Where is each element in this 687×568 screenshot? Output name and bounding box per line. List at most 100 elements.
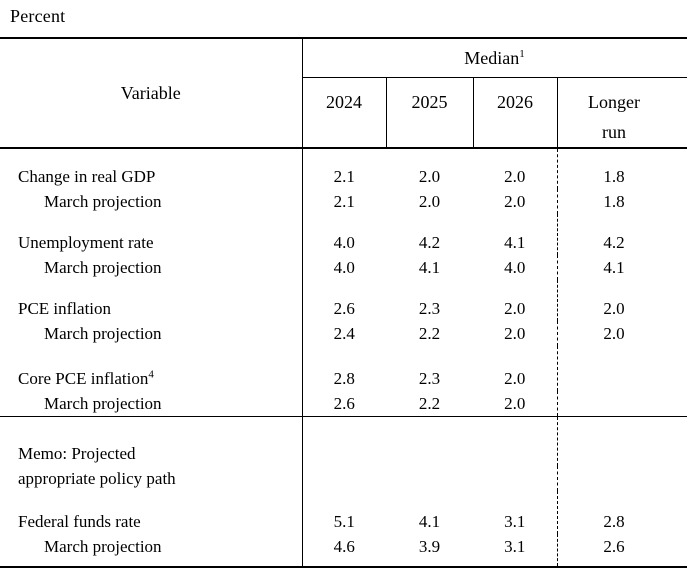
median-header-text: Median — [464, 47, 520, 68]
table-row: March projection 4.6 3.9 3.1 2.6 — [0, 534, 687, 567]
row-label-text: PCE inflation — [18, 299, 112, 318]
value-cell: 2.0 — [418, 192, 441, 211]
value-cell — [302, 466, 386, 491]
row-label-text: March projection — [44, 192, 162, 211]
value-cell: 2.1 — [333, 192, 355, 211]
value-cell: 4.2 — [418, 233, 441, 252]
longer-run-header-line1: Longer — [588, 92, 641, 112]
value-cell: 2.4 — [333, 324, 355, 343]
value-cell: 2.0 — [473, 321, 558, 346]
row-label-text: March projection — [44, 394, 162, 413]
year-header-2026: 2026 — [473, 77, 558, 149]
value-cell: 4.2 — [603, 233, 625, 252]
row-label: March projection — [0, 321, 303, 346]
row-label: March projection — [0, 189, 303, 214]
table-row: Federal funds rate 5.1 4.1 3.1 2.8 — [0, 491, 687, 534]
memo-label-text: appropriate policy path — [18, 469, 176, 488]
value-cell: 2.6 — [333, 299, 355, 318]
row-label-text: March projection — [44, 258, 162, 277]
projections-table: Variable Median1 2024 2025 2026 Longer r… — [0, 37, 687, 568]
row-label: March projection — [0, 534, 303, 567]
value-cell: 2.8 — [603, 512, 625, 531]
value-cell: 1.8 — [603, 192, 625, 211]
value-cell: 4.6 — [333, 537, 355, 556]
value-cell — [473, 466, 558, 491]
value-cell: 4.1 — [418, 258, 441, 277]
value-cell: 2.2 — [418, 324, 441, 343]
value-cell: 4.1 — [473, 214, 558, 255]
unit-label: Percent — [10, 6, 66, 26]
row-label-text: Unemployment rate — [18, 233, 154, 252]
header-row-years: 2024 2025 2026 Longer run — [0, 77, 687, 149]
table-row: March projection 2.1 2.0 2.0 1.8 — [0, 189, 687, 214]
value-cell: 2.0 — [603, 299, 625, 318]
table-row: March projection 2.4 2.2 2.0 2.0 — [0, 321, 687, 346]
footnote-sup: 4 — [148, 368, 154, 381]
value-cell: 2.0 — [603, 324, 625, 343]
memo-label: Memo: Projected — [0, 416, 303, 466]
memo-row: Memo: Projected — [0, 416, 687, 466]
value-cell: 4.0 — [333, 258, 355, 277]
row-label: Federal funds rate — [0, 491, 303, 534]
longer-run-header: Longer run — [557, 77, 687, 149]
value-cell — [386, 416, 473, 466]
row-label-text: Change in real GDP — [18, 167, 156, 186]
value-cell — [473, 416, 558, 466]
year-header-2024: 2024 — [302, 77, 387, 149]
value-cell — [557, 346, 687, 391]
median-footnote-sup: 1 — [519, 47, 525, 60]
row-label: Unemployment rate — [0, 214, 303, 255]
value-cell — [302, 416, 386, 466]
value-cell: 2.2 — [418, 394, 441, 413]
longer-run-header-line2: run — [602, 122, 627, 142]
table-row: March projection 2.6 2.2 2.0 — [0, 391, 687, 417]
value-cell: 3.1 — [473, 534, 558, 567]
table-row: PCE inflation 2.6 2.3 2.0 2.0 — [0, 280, 687, 321]
row-label: March projection — [0, 391, 303, 417]
row-label-text: March projection — [44, 324, 162, 343]
value-cell: 2.0 — [473, 148, 558, 189]
value-cell: 2.3 — [418, 369, 441, 388]
value-cell: 2.0 — [473, 280, 558, 321]
value-cell: 2.6 — [333, 394, 355, 413]
value-cell: 2.0 — [473, 391, 558, 417]
value-cell: 5.1 — [333, 512, 355, 531]
header-row-median: Variable Median1 — [0, 38, 687, 149]
value-cell: 1.8 — [603, 167, 625, 186]
value-cell — [557, 416, 687, 466]
value-cell: 2.1 — [333, 167, 355, 186]
value-cell: 4.1 — [603, 258, 625, 277]
table-row: Change in real GDP 2.1 2.0 2.0 1.8 — [0, 148, 687, 189]
table-row: Core PCE inflation4 2.8 2.3 2.0 — [0, 346, 687, 391]
table-row: March projection 4.0 4.1 4.0 4.1 — [0, 255, 687, 280]
value-cell: 2.3 — [418, 299, 441, 318]
memo-row: appropriate policy path — [0, 466, 687, 491]
row-label: Change in real GDP — [0, 148, 303, 189]
value-cell — [557, 466, 687, 491]
table-row: Unemployment rate 4.0 4.2 4.1 4.2 — [0, 214, 687, 255]
median-column-header: Median1 — [302, 38, 687, 78]
memo-label-text: Memo: Projected — [18, 444, 136, 463]
value-cell: 3.9 — [418, 537, 441, 556]
value-cell: 2.8 — [333, 369, 355, 388]
value-cell — [557, 391, 687, 417]
memo-label: appropriate policy path — [0, 466, 303, 491]
value-cell: 2.6 — [603, 537, 625, 556]
row-label-text: March projection — [44, 537, 162, 556]
row-label: March projection — [0, 255, 303, 280]
row-label: Core PCE inflation4 — [0, 346, 303, 391]
year-header-2025: 2025 — [386, 77, 474, 149]
value-cell: 2.0 — [473, 189, 558, 214]
value-cell: 4.0 — [473, 255, 558, 280]
variable-header-text: Variable — [120, 82, 181, 103]
variable-column-header: Variable — [0, 38, 303, 149]
value-cell: 2.0 — [473, 346, 558, 391]
value-cell — [386, 466, 473, 491]
value-cell: 2.0 — [418, 167, 441, 186]
value-cell: 3.1 — [473, 491, 558, 534]
row-label-text: Core PCE inflation — [18, 369, 149, 388]
value-cell: 4.0 — [333, 233, 355, 252]
row-label-text: Federal funds rate — [18, 512, 141, 531]
row-label: PCE inflation — [0, 280, 303, 321]
